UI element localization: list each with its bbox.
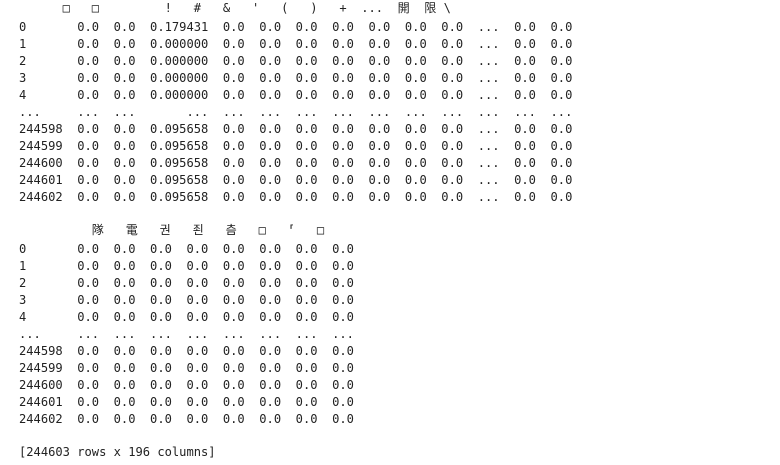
- block1-row: 244599 0.0 0.0 0.095658 0.0 0.0 0.0 0.0 …: [19, 139, 573, 153]
- block2-header: 隊 電 권 죈 츰 □ ⸢ □: [19, 223, 325, 237]
- block2-row: 0 0.0 0.0 0.0 0.0 0.0 0.0 0.0 0.0: [19, 242, 354, 256]
- block1-row: 3 0.0 0.0 0.000000 0.0 0.0 0.0 0.0 0.0 0…: [19, 71, 573, 85]
- block1-row: 244602 0.0 0.0 0.095658 0.0 0.0 0.0 0.0 …: [19, 190, 573, 204]
- block1-row: 244598 0.0 0.0 0.095658 0.0 0.0 0.0 0.0 …: [19, 122, 573, 136]
- block2-row: 244602 0.0 0.0 0.0 0.0 0.0 0.0 0.0 0.0: [19, 412, 354, 426]
- block1-row: 0 0.0 0.0 0.179431 0.0 0.0 0.0 0.0 0.0 0…: [19, 20, 573, 34]
- block1-row: 244600 0.0 0.0 0.095658 0.0 0.0 0.0 0.0 …: [19, 156, 573, 170]
- block2-row: 3 0.0 0.0 0.0 0.0 0.0 0.0 0.0 0.0: [19, 293, 354, 307]
- block1-row: 4 0.0 0.0 0.000000 0.0 0.0 0.0 0.0 0.0 0…: [19, 88, 573, 102]
- block1-ellipsis-row: ... ... ... ... ... ... ... ... ... ... …: [19, 105, 573, 119]
- block2-ellipsis-row: ... ... ... ... ... ... ... ... ...: [19, 327, 354, 341]
- block2-row: 1 0.0 0.0 0.0 0.0 0.0 0.0 0.0 0.0: [19, 259, 354, 273]
- block2-row: 4 0.0 0.0 0.0 0.0 0.0 0.0 0.0 0.0: [19, 310, 354, 324]
- dataframe-shape-summary: [244603 rows x 196 columns]: [19, 445, 216, 459]
- block2-row: 244601 0.0 0.0 0.0 0.0 0.0 0.0 0.0 0.0: [19, 395, 354, 409]
- block2-row: 2 0.0 0.0 0.0 0.0 0.0 0.0 0.0 0.0: [19, 276, 354, 290]
- block1-row: 244601 0.0 0.0 0.095658 0.0 0.0 0.0 0.0 …: [19, 173, 573, 187]
- block2-row: 244600 0.0 0.0 0.0 0.0 0.0 0.0 0.0 0.0: [19, 378, 354, 392]
- block1-header: □ □ ! # & ' ( ) + ... 開 限 \: [19, 1, 451, 15]
- block2-row: 244598 0.0 0.0 0.0 0.0 0.0 0.0 0.0 0.0: [19, 344, 354, 358]
- block1-row: 1 0.0 0.0 0.000000 0.0 0.0 0.0 0.0 0.0 0…: [19, 37, 573, 51]
- block1-row: 2 0.0 0.0 0.000000 0.0 0.0 0.0 0.0 0.0 0…: [19, 54, 573, 68]
- block2-row: 244599 0.0 0.0 0.0 0.0 0.0 0.0 0.0 0.0: [19, 361, 354, 375]
